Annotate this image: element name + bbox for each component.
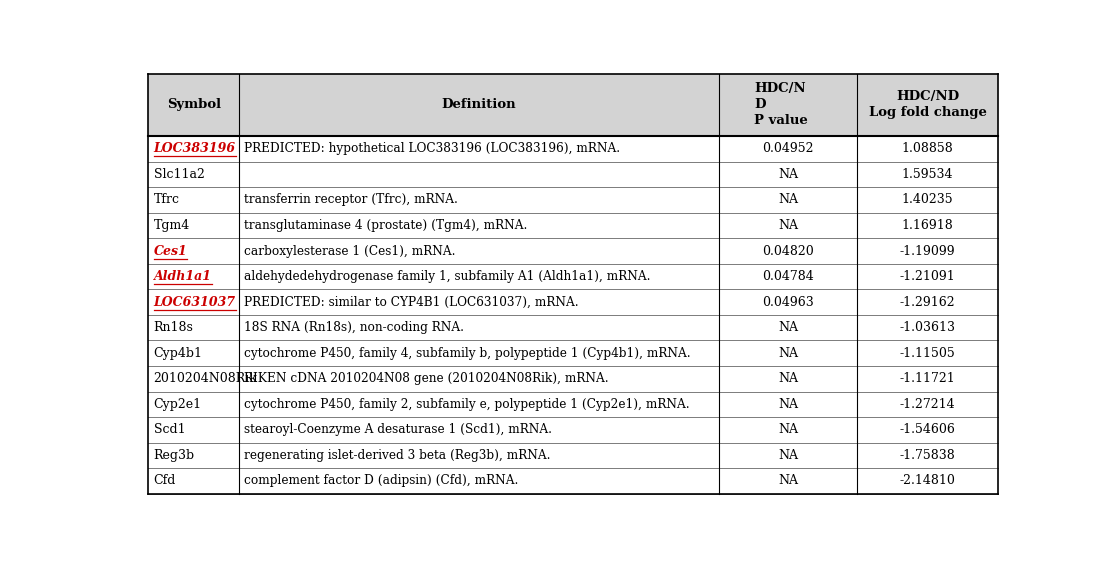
Bar bbox=[149, 74, 997, 136]
Text: 0.04784: 0.04784 bbox=[762, 270, 814, 283]
Text: complement factor D (adipsin) (Cfd), mRNA.: complement factor D (adipsin) (Cfd), mRN… bbox=[245, 474, 519, 487]
Text: -1.29162: -1.29162 bbox=[900, 296, 955, 309]
Text: Cyp2e1: Cyp2e1 bbox=[153, 398, 201, 411]
Text: Tfrc: Tfrc bbox=[153, 193, 180, 206]
Bar bbox=[149, 417, 997, 443]
Text: Cfd: Cfd bbox=[153, 474, 176, 487]
Text: NA: NA bbox=[778, 219, 798, 232]
Text: -1.11721: -1.11721 bbox=[900, 372, 956, 385]
Text: Rn18s: Rn18s bbox=[153, 321, 193, 334]
Bar bbox=[149, 366, 997, 392]
Text: HDC/N
D
P value: HDC/N D P value bbox=[755, 83, 808, 128]
Text: -1.27214: -1.27214 bbox=[900, 398, 955, 411]
Bar bbox=[149, 443, 997, 468]
Bar bbox=[149, 468, 997, 493]
Bar bbox=[149, 341, 997, 366]
Text: RIKEN cDNA 2010204N08 gene (2010204N08Rik), mRNA.: RIKEN cDNA 2010204N08 gene (2010204N08Ri… bbox=[245, 372, 609, 385]
Text: -1.03613: -1.03613 bbox=[900, 321, 956, 334]
Text: Definition: Definition bbox=[442, 98, 517, 111]
Text: stearoyl-Coenzyme A desaturase 1 (Scd1), mRNA.: stearoyl-Coenzyme A desaturase 1 (Scd1),… bbox=[245, 423, 552, 436]
Text: 1.16918: 1.16918 bbox=[901, 219, 954, 232]
Text: 1.40235: 1.40235 bbox=[902, 193, 954, 206]
Text: Slc11a2: Slc11a2 bbox=[153, 168, 205, 181]
Text: transglutaminase 4 (prostate) (Tgm4), mRNA.: transglutaminase 4 (prostate) (Tgm4), mR… bbox=[245, 219, 528, 232]
Text: 18S RNA (Rn18s), non-coding RNA.: 18S RNA (Rn18s), non-coding RNA. bbox=[245, 321, 464, 334]
Text: NA: NA bbox=[778, 193, 798, 206]
Bar bbox=[149, 136, 997, 162]
Text: 0.04963: 0.04963 bbox=[762, 296, 814, 309]
Bar bbox=[149, 315, 997, 341]
Bar bbox=[149, 162, 997, 187]
Text: -2.14810: -2.14810 bbox=[900, 474, 956, 487]
Text: -1.11505: -1.11505 bbox=[900, 347, 956, 360]
Text: Reg3b: Reg3b bbox=[153, 449, 195, 462]
Text: Tgm4: Tgm4 bbox=[153, 219, 190, 232]
Text: NA: NA bbox=[778, 398, 798, 411]
Text: Aldh1a1: Aldh1a1 bbox=[153, 270, 211, 283]
Bar bbox=[149, 238, 997, 264]
Text: Symbol: Symbol bbox=[167, 98, 221, 111]
Text: Cyp4b1: Cyp4b1 bbox=[153, 347, 202, 360]
Text: aldehydedehydrogenase family 1, subfamily A1 (Aldh1a1), mRNA.: aldehydedehydrogenase family 1, subfamil… bbox=[245, 270, 651, 283]
Text: cytochrome P450, family 4, subfamily b, polypeptide 1 (Cyp4b1), mRNA.: cytochrome P450, family 4, subfamily b, … bbox=[245, 347, 691, 360]
Text: PREDICTED: similar to CYP4B1 (LOC631037), mRNA.: PREDICTED: similar to CYP4B1 (LOC631037)… bbox=[245, 296, 579, 309]
Text: NA: NA bbox=[778, 372, 798, 385]
Text: -1.54606: -1.54606 bbox=[900, 423, 956, 436]
Text: 1.08858: 1.08858 bbox=[901, 142, 954, 155]
Text: Ces1: Ces1 bbox=[153, 244, 188, 257]
Text: NA: NA bbox=[778, 321, 798, 334]
Bar bbox=[149, 212, 997, 238]
Text: 1.59534: 1.59534 bbox=[902, 168, 954, 181]
Text: PREDICTED: hypothetical LOC383196 (LOC383196), mRNA.: PREDICTED: hypothetical LOC383196 (LOC38… bbox=[245, 142, 620, 155]
Bar bbox=[149, 289, 997, 315]
Text: -1.21091: -1.21091 bbox=[900, 270, 956, 283]
Text: carboxylesterase 1 (Ces1), mRNA.: carboxylesterase 1 (Ces1), mRNA. bbox=[245, 244, 456, 257]
Text: -1.19099: -1.19099 bbox=[900, 244, 955, 257]
Text: 0.04952: 0.04952 bbox=[762, 142, 814, 155]
Bar bbox=[149, 392, 997, 417]
Text: NA: NA bbox=[778, 168, 798, 181]
Bar bbox=[149, 264, 997, 289]
Text: NA: NA bbox=[778, 347, 798, 360]
Text: Scd1: Scd1 bbox=[153, 423, 186, 436]
Text: 0.04820: 0.04820 bbox=[762, 244, 814, 257]
Text: NA: NA bbox=[778, 423, 798, 436]
Text: NA: NA bbox=[778, 474, 798, 487]
Text: cytochrome P450, family 2, subfamily e, polypeptide 1 (Cyp2e1), mRNA.: cytochrome P450, family 2, subfamily e, … bbox=[245, 398, 690, 411]
Text: LOC383196: LOC383196 bbox=[153, 142, 236, 155]
Text: transferrin receptor (Tfrc), mRNA.: transferrin receptor (Tfrc), mRNA. bbox=[245, 193, 458, 206]
Bar bbox=[149, 187, 997, 212]
Text: HDC/ND
Log fold change: HDC/ND Log fold change bbox=[869, 90, 986, 120]
Text: NA: NA bbox=[778, 449, 798, 462]
Text: 2010204N08Rik: 2010204N08Rik bbox=[153, 372, 257, 385]
Text: LOC631037: LOC631037 bbox=[153, 296, 236, 309]
Text: -1.75838: -1.75838 bbox=[900, 449, 956, 462]
Text: regenerating islet-derived 3 beta (Reg3b), mRNA.: regenerating islet-derived 3 beta (Reg3b… bbox=[245, 449, 551, 462]
